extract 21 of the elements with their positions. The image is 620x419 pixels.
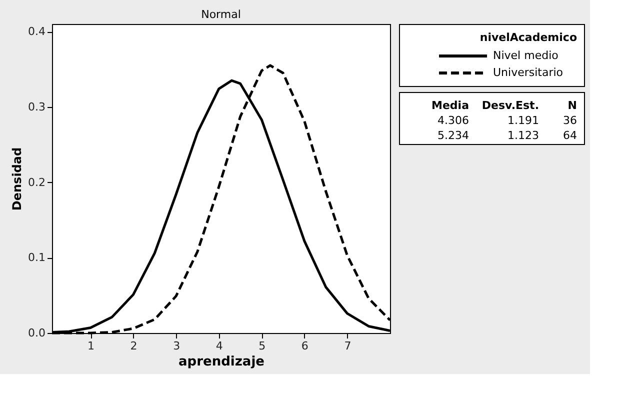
legend-title: nivelAcademico xyxy=(480,31,578,44)
x-tick-label: 7 xyxy=(344,340,352,352)
x-tick-label: 2 xyxy=(130,340,138,352)
x-tick-label: 5 xyxy=(258,340,266,352)
y-tick-label: 0.3 xyxy=(28,100,46,114)
x-tick-label: 1 xyxy=(88,340,95,352)
y-tick-label: 0.1 xyxy=(28,251,46,264)
y-tick-label: 0.0 xyxy=(28,326,46,340)
chart-title: Normal xyxy=(201,8,241,21)
y-tick-label: 0.2 xyxy=(28,176,46,189)
x-tick-label: 3 xyxy=(173,340,180,352)
legend-label: Universitario xyxy=(493,66,564,79)
legend-label: Nivel medio xyxy=(493,49,559,62)
x-tick-label: 6 xyxy=(301,340,308,352)
y-axis-title: Densidad xyxy=(10,147,24,211)
text: 4.306 1.191 36 xyxy=(438,114,577,127)
y-tick-label: 0.4 xyxy=(28,25,46,38)
x-tick-label: 4 xyxy=(216,340,223,352)
text: 5.234 1.123 64 xyxy=(438,129,577,142)
text: Media Desv.Est. N xyxy=(432,99,577,112)
x-axis-title: aprendizaje xyxy=(178,354,265,370)
